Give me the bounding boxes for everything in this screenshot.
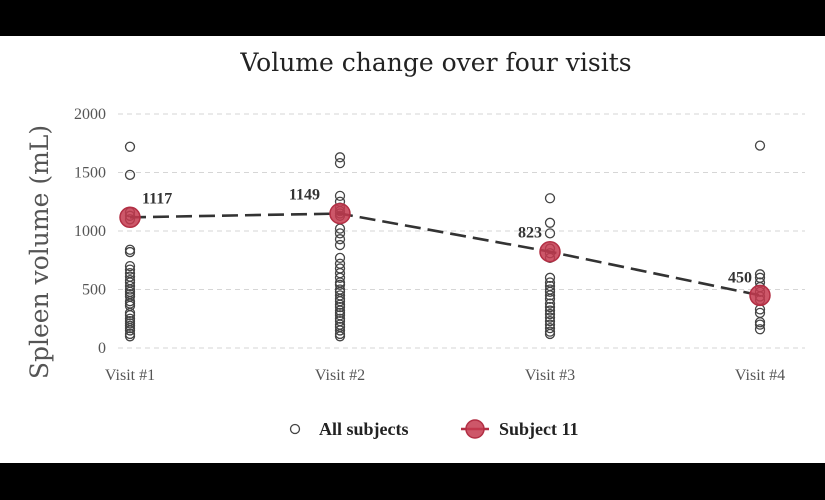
data-point-all-subjects <box>544 228 556 239</box>
legend: All subjects Subject 11 <box>289 419 579 439</box>
data-point-all-subjects <box>544 286 556 297</box>
data-point-all-subjects <box>544 328 556 340</box>
all-subjects-points <box>124 140 766 342</box>
data-point-all-subjects <box>754 319 766 330</box>
data-point-all-subjects <box>334 272 346 283</box>
legend-all-subjects-marker <box>289 423 301 435</box>
y-axis-label: Spleen volume (mL) <box>25 125 54 379</box>
data-point-all-subjects <box>124 260 136 272</box>
data-point-all-subjects <box>754 324 766 335</box>
x-tick-label: Visit #3 <box>525 367 575 384</box>
data-point-all-subjects <box>124 310 136 321</box>
data-point-all-subjects <box>544 315 556 327</box>
data-point-all-subjects <box>334 279 346 290</box>
data-label-subject-11: 450 <box>728 269 752 286</box>
data-point-all-subjects <box>334 239 346 251</box>
data-label-subject-11: 1117 <box>142 190 172 207</box>
data-point-all-subjects <box>124 280 136 292</box>
x-tick-label: Visit #2 <box>315 367 365 384</box>
data-point-all-subjects <box>124 264 136 275</box>
data-point-all-subjects <box>334 234 346 245</box>
data-point-subject-11 <box>749 284 771 307</box>
data-point-all-subjects <box>334 152 346 163</box>
data-point-all-subjects <box>544 305 556 316</box>
legend-subject-11-marker <box>465 419 485 439</box>
data-point-subject-11 <box>539 240 561 263</box>
subject-11-line <box>129 212 761 297</box>
data-point-all-subjects <box>334 190 346 202</box>
gridlines <box>118 113 805 349</box>
x-tick-label: Visit #4 <box>735 367 785 384</box>
chart-title: Volume change over four visits <box>239 48 631 77</box>
data-point-all-subjects <box>334 325 346 336</box>
y-tick-label: 0 <box>98 340 106 357</box>
data-point-all-subjects <box>754 269 766 280</box>
data-point-all-subjects <box>124 246 136 258</box>
data-point-all-subjects <box>544 290 556 301</box>
chart-frame: Volume change over four visits Spleen vo… <box>0 36 825 463</box>
data-point-all-subjects <box>124 169 136 180</box>
data-point-all-subjects <box>544 217 556 228</box>
y-tick-label: 500 <box>82 282 106 299</box>
y-tick-label: 1500 <box>74 165 106 182</box>
data-point-all-subjects <box>124 141 136 152</box>
subject-11-series <box>119 202 771 307</box>
legend-subject-11-label: Subject 11 <box>499 419 579 439</box>
data-point-all-subjects <box>334 157 346 169</box>
data-point-all-subjects <box>544 322 556 334</box>
data-point-all-subjects <box>544 193 556 204</box>
data-point-all-subjects <box>124 325 136 336</box>
spleen-volume-chart: Volume change over four visits Spleen vo… <box>25 48 805 439</box>
data-point-all-subjects <box>124 331 136 342</box>
data-point-all-subjects <box>754 140 766 151</box>
y-tick-label: 1000 <box>74 223 106 240</box>
data-point-all-subjects <box>544 301 556 313</box>
x-tick-labels: Visit #1 Visit #2 Visit #3 Visit #4 <box>105 367 785 384</box>
data-label-subject-11: 823 <box>518 225 542 242</box>
y-tick-labels: 0 500 1000 1500 2000 <box>74 106 106 357</box>
y-tick-label: 2000 <box>74 106 106 123</box>
data-point-all-subjects <box>544 308 556 320</box>
data-point-all-subjects <box>334 301 346 313</box>
legend-all-subjects-label: All subjects <box>319 419 409 439</box>
data-point-all-subjects <box>544 312 556 323</box>
data-label-subject-11: 1149 <box>289 187 320 204</box>
data-point-all-subjects <box>544 298 556 309</box>
subject-11-data-labels: 1117 1149 823 450 <box>142 187 752 287</box>
data-point-all-subjects <box>334 331 346 342</box>
data-point-all-subjects <box>334 252 346 264</box>
x-tick-label: Visit #1 <box>105 367 155 384</box>
data-point-subject-11 <box>119 206 141 229</box>
data-point-all-subjects <box>544 272 556 283</box>
data-point-all-subjects <box>334 228 346 239</box>
data-point-all-subjects <box>544 293 556 305</box>
data-point-subject-11 <box>329 202 351 225</box>
